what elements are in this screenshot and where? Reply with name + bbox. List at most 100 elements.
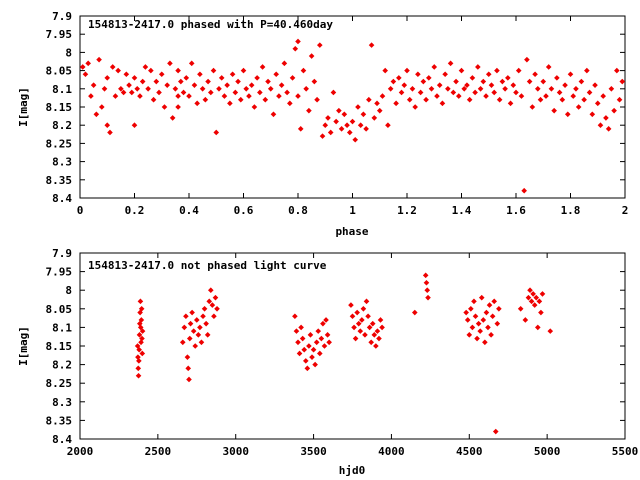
data-point — [85, 60, 91, 67]
data-point — [213, 129, 220, 136]
y-tick-label: 7.9 — [52, 247, 72, 260]
x-tick-label: 0.2 — [125, 204, 145, 217]
data-point — [474, 335, 480, 342]
data-point — [229, 71, 236, 78]
unphased-light-curve-panel: 2000 2500 3000 3500 4000 4500 5000 5500 7.9 7.95… — [17, 247, 638, 477]
data-point — [374, 100, 380, 107]
x-tick-label: 4000 — [378, 445, 405, 458]
data-point — [423, 96, 429, 103]
data-point — [368, 339, 374, 346]
data-point — [464, 82, 470, 88]
x-axis-label: hjd0 — [339, 464, 366, 477]
data-point — [315, 328, 322, 334]
data-point — [201, 306, 208, 312]
data-point — [320, 320, 326, 327]
data-point — [224, 82, 230, 88]
data-point — [90, 82, 97, 88]
x-tick-label: 3000 — [222, 445, 249, 458]
data-point — [295, 339, 301, 346]
data-point — [212, 294, 219, 301]
data-point — [535, 86, 541, 92]
data-point — [203, 320, 209, 327]
data-point — [104, 75, 111, 81]
data-point — [292, 313, 298, 320]
data-point — [354, 309, 360, 316]
y-tick-label: 8.15 — [46, 340, 73, 353]
data-points — [134, 272, 554, 435]
data-point — [524, 56, 530, 63]
data-point — [423, 279, 430, 286]
x-tick-labels: 2000 2500 3000 3500 4000 4500 5000 5500 — [67, 445, 639, 458]
data-point — [447, 60, 454, 67]
data-point — [533, 294, 540, 301]
y-tick-label: 8.2 — [52, 119, 72, 132]
data-point — [204, 332, 211, 338]
data-point — [183, 75, 190, 81]
data-point — [475, 320, 482, 327]
data-point — [494, 67, 500, 74]
data-point — [603, 115, 609, 121]
y-tick-labels: 7.9 7.95 8 8.05 8.1 8.15 8.2 8.25 8.3 8.35 8.4 — [46, 247, 73, 446]
data-point — [262, 96, 269, 103]
data-point — [192, 343, 199, 349]
x-axis-label: phase — [335, 225, 368, 238]
data-point — [189, 309, 195, 316]
data-point — [194, 100, 200, 107]
data-point — [453, 78, 459, 85]
data-point — [179, 339, 186, 346]
data-point — [531, 302, 538, 308]
data-point — [543, 93, 549, 99]
x-tick-label: 1.2 — [397, 204, 417, 217]
data-point — [499, 78, 506, 85]
data-point — [551, 107, 557, 114]
data-point — [301, 346, 308, 353]
x-tick-label: 1 — [349, 204, 356, 217]
data-point — [458, 67, 465, 74]
data-point — [265, 78, 271, 85]
data-point — [496, 96, 503, 103]
data-point — [619, 78, 626, 85]
data-point — [377, 317, 384, 323]
data-point — [227, 100, 233, 107]
data-point — [137, 93, 143, 99]
data-point — [494, 320, 501, 327]
y-tick-label: 8.3 — [52, 156, 72, 169]
data-point — [136, 320, 143, 327]
data-point — [306, 107, 312, 114]
data-point — [138, 317, 145, 323]
data-point — [172, 86, 179, 92]
data-point — [597, 122, 604, 128]
data-point — [137, 298, 144, 305]
data-point — [107, 129, 113, 136]
data-point — [415, 71, 421, 78]
data-point — [139, 328, 146, 334]
data-point — [570, 93, 577, 99]
data-point — [190, 328, 197, 334]
data-point — [123, 71, 130, 78]
data-point — [287, 100, 293, 107]
y-tick-label: 8.35 — [46, 174, 73, 187]
phased-light-curve-panel: 0 0.2 0.4 0.6 0.8 1 1.2 1.4 1.6 1.8 2 7.9 7.95 8 8.05… — [17, 10, 628, 238]
data-point — [510, 82, 517, 88]
data-point — [208, 89, 214, 96]
data-point — [411, 309, 418, 316]
data-point — [463, 309, 469, 316]
data-point — [450, 89, 457, 96]
data-point — [299, 335, 306, 342]
data-point — [461, 86, 468, 92]
data-point — [352, 335, 359, 342]
data-point — [376, 107, 383, 114]
data-point — [426, 75, 432, 81]
data-point — [348, 302, 354, 308]
data-point — [344, 122, 350, 128]
data-point — [373, 343, 379, 349]
data-point — [406, 96, 413, 103]
data-point — [352, 136, 359, 143]
data-point — [205, 78, 211, 85]
data-point — [327, 129, 334, 136]
data-point — [428, 86, 435, 92]
data-point — [539, 291, 546, 297]
data-point — [161, 104, 168, 110]
data-point — [232, 89, 239, 96]
